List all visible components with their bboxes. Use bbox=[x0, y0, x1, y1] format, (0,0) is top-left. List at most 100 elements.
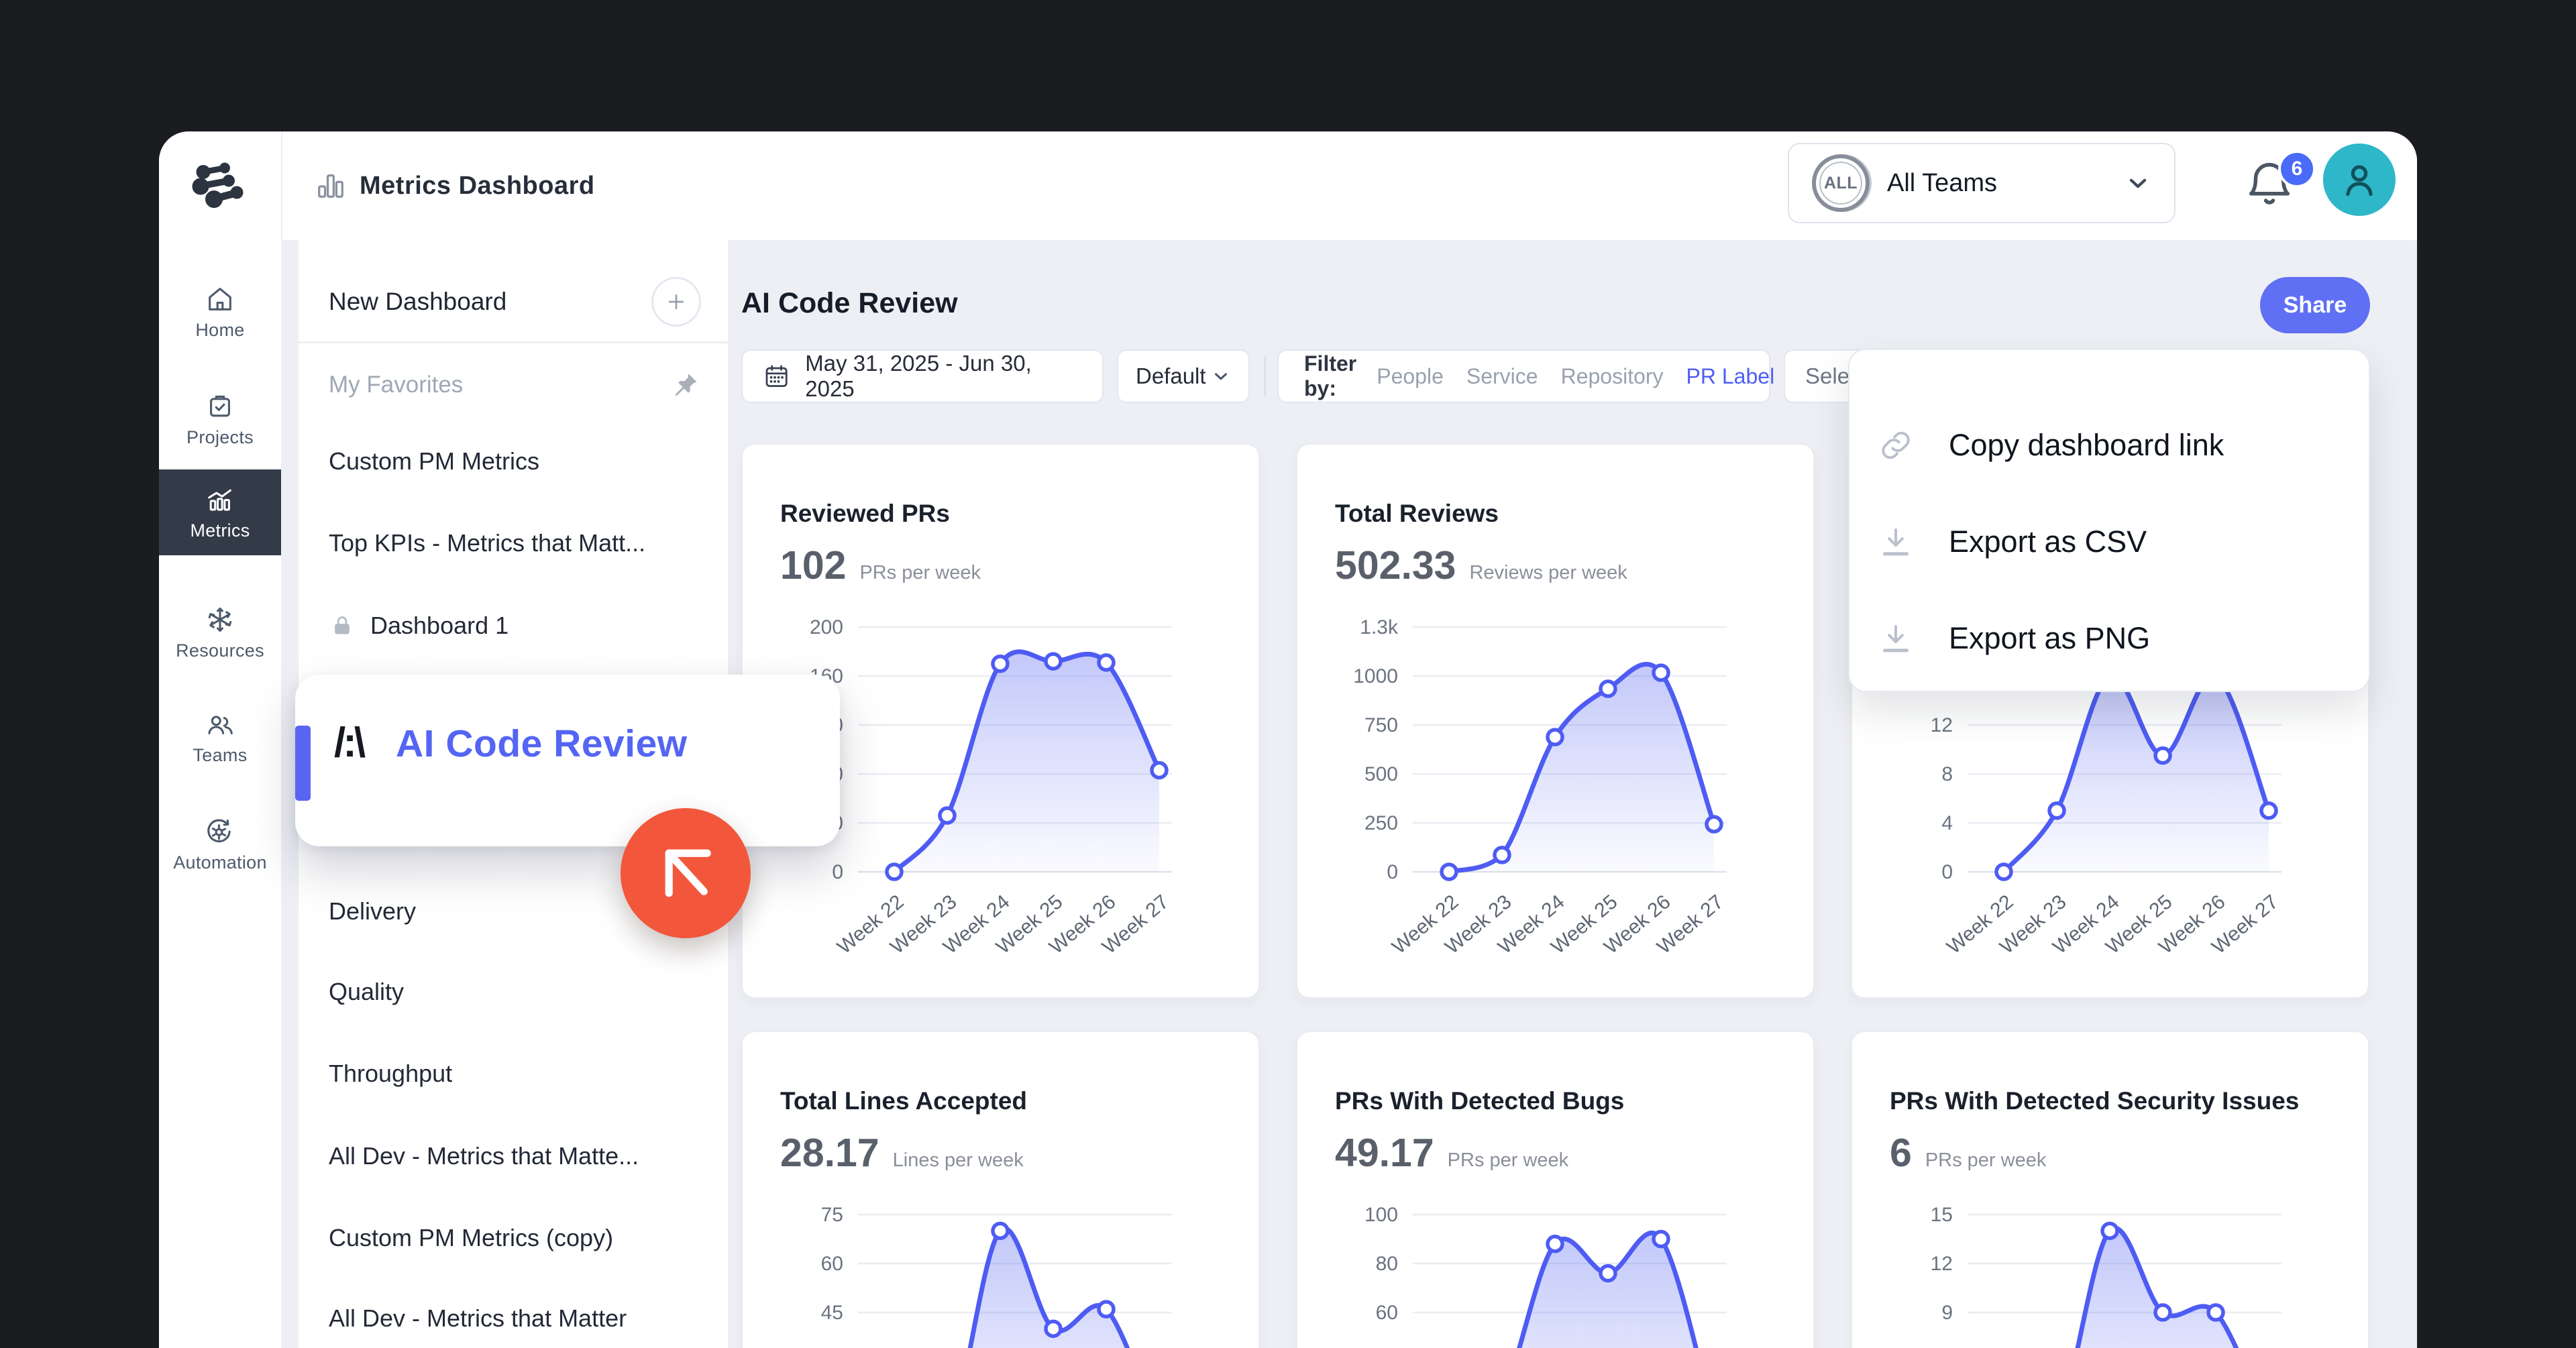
date-range-value: May 31, 2025 - Jun 30, 2025 bbox=[805, 351, 1082, 402]
app-title-group: Metrics Dashboard bbox=[315, 131, 595, 240]
dashboard-list-item-label: All Dev - Metrics that Matte... bbox=[329, 1142, 639, 1170]
svg-text:750: 750 bbox=[1364, 714, 1398, 736]
pin-icon[interactable] bbox=[672, 371, 700, 399]
sidebar-item-metrics[interactable]: Metrics bbox=[159, 469, 281, 555]
metric-card-title: Total Lines Accepted bbox=[780, 1087, 1027, 1115]
cursor-badge bbox=[621, 808, 751, 938]
svg-text:60: 60 bbox=[821, 1253, 843, 1275]
download-icon bbox=[1876, 619, 1915, 658]
svg-text:200: 200 bbox=[810, 616, 843, 638]
metric-stat-row: 102 PRs per week bbox=[780, 543, 981, 588]
menu-item-label: Copy dashboard link bbox=[1949, 428, 2224, 463]
metric-stat-unit: PRs per week bbox=[859, 562, 981, 584]
svg-text:12: 12 bbox=[1931, 1253, 1953, 1275]
dashboard-list-item-label: Top KPIs - Metrics that Matt... bbox=[329, 529, 645, 557]
app-logo-icon[interactable] bbox=[189, 154, 252, 217]
sidebar-item-label: Automation bbox=[173, 852, 267, 873]
primary-sidebar: Home Projects Metrics Resources Teams Automat… bbox=[159, 240, 281, 1348]
add-dashboard-button[interactable] bbox=[651, 277, 701, 327]
metric-stat-value: 6 bbox=[1890, 1130, 1912, 1176]
dashboard-list-item[interactable]: Top KPIs - Metrics that Matt... bbox=[299, 510, 728, 577]
metric-card: PRs With Detected Security Issues 6PRs pe… bbox=[1851, 1031, 2369, 1348]
share-button[interactable]: Share bbox=[2260, 277, 2370, 333]
filter-option-repository[interactable]: Repository bbox=[1561, 364, 1664, 389]
favorites-header-row: My Favorites bbox=[299, 364, 728, 406]
metric-stat-value: 28.17 bbox=[780, 1130, 879, 1176]
svg-text:0: 0 bbox=[1941, 861, 1953, 883]
metric-stat-value: 102 bbox=[780, 543, 846, 588]
filter-bar: Filter by: PeopleServiceRepositoryPR Lab… bbox=[1277, 349, 1770, 403]
projects-icon bbox=[205, 391, 235, 422]
metric-card-title: PRs With Detected Security Issues bbox=[1890, 1087, 2299, 1115]
sidebar-item-automation[interactable]: Automation bbox=[159, 798, 281, 891]
metric-card: Total Lines Accepted28.17Lines per week7… bbox=[741, 1031, 1260, 1348]
metric-stat-value: 502.33 bbox=[1335, 543, 1456, 588]
ai-logo-glyph: /:\ bbox=[334, 719, 363, 767]
bar-chart-icon bbox=[315, 170, 346, 201]
filter-option-people[interactable]: People bbox=[1377, 364, 1444, 389]
svg-text:60: 60 bbox=[1376, 1302, 1398, 1324]
view-dropdown-value: Default bbox=[1136, 363, 1206, 389]
team-selector[interactable]: ALL All Teams bbox=[1788, 143, 2176, 223]
sidebar-item-resources[interactable]: Resources bbox=[159, 586, 281, 679]
new-dashboard-label: New Dashboard bbox=[329, 288, 651, 316]
area-chart: 1.3k10007505002500Week 22Week 23Week 24W… bbox=[1297, 612, 1816, 1000]
metric-stat-row: 502.33Reviews per week bbox=[1335, 543, 1627, 588]
download-icon bbox=[1876, 522, 1915, 561]
all-teams-coin-icon: ALL bbox=[1812, 154, 1870, 212]
svg-text:1000: 1000 bbox=[1353, 665, 1398, 687]
notifications-button[interactable]: 6 bbox=[2242, 156, 2304, 217]
metric-stat-value: 49.17 bbox=[1335, 1130, 1434, 1176]
svg-text:0: 0 bbox=[1387, 861, 1398, 883]
sidebar-item-teams[interactable]: Teams bbox=[159, 691, 281, 783]
calendar-icon bbox=[763, 362, 790, 390]
menu-item-export-as-csv[interactable]: Export as CSV bbox=[1849, 498, 2371, 585]
teams-icon bbox=[205, 709, 235, 740]
dashboard-list-item[interactable]: All Dev - Metrics that Matte... bbox=[299, 1123, 728, 1190]
sidebar-item-label: Projects bbox=[186, 427, 254, 448]
panel-divider bbox=[299, 341, 728, 343]
dashboard-list-item-label: Delivery bbox=[329, 897, 416, 925]
notification-badge: 6 bbox=[2278, 150, 2316, 188]
sidebar-item-projects[interactable]: Projects bbox=[159, 373, 281, 465]
svg-text:1.3k: 1.3k bbox=[1360, 616, 1399, 638]
svg-text:15: 15 bbox=[1931, 1204, 1953, 1226]
dashboard-list-item[interactable]: Dashboard 1 bbox=[299, 592, 728, 659]
dashboard-list-item[interactable]: Throughput bbox=[299, 1040, 728, 1107]
dashboard-list-item[interactable]: Quality bbox=[299, 958, 728, 1025]
svg-text:9: 9 bbox=[1941, 1302, 1953, 1324]
sidebar-item-label: Teams bbox=[193, 745, 247, 766]
dashboard-list-item[interactable]: Custom PM Metrics (copy) bbox=[299, 1204, 728, 1272]
svg-text:12: 12 bbox=[1931, 714, 1953, 736]
dashboard-list-item-label: Throughput bbox=[329, 1060, 452, 1088]
filter-option-service[interactable]: Service bbox=[1466, 364, 1538, 389]
menu-item-export-as-png[interactable]: Export as PNG bbox=[1849, 595, 2371, 682]
svg-text:80: 80 bbox=[1376, 1253, 1398, 1275]
metric-card-title: Total Reviews bbox=[1335, 500, 1499, 528]
dashboard-list-item-label: All Dev - Metrics that Matter bbox=[329, 1304, 627, 1333]
view-dropdown[interactable]: Default bbox=[1117, 349, 1250, 403]
menu-item-copy-dashboard-link[interactable]: Copy dashboard link bbox=[1849, 402, 2371, 489]
dashboard-list-item-label: Custom PM Metrics (copy) bbox=[329, 1224, 613, 1252]
share-menu: Copy dashboard link Export as CSV Export a… bbox=[1848, 349, 2370, 692]
callout-accent-bar bbox=[295, 726, 311, 801]
area-chart: 75604530150Week 22Week 23Week 24Week 25W… bbox=[743, 1200, 1261, 1348]
filter-option-pr-label[interactable]: PR Label bbox=[1686, 364, 1775, 389]
date-range-picker[interactable]: May 31, 2025 - Jun 30, 2025 bbox=[741, 349, 1104, 403]
dashboard-name-callout: /:\ AI Code Review bbox=[295, 675, 840, 846]
metrics-icon bbox=[205, 484, 235, 515]
resources-icon bbox=[205, 604, 235, 635]
person-icon bbox=[2337, 158, 2381, 202]
dashboard-list-item[interactable]: All Dev - Metrics that Matter bbox=[299, 1285, 728, 1348]
user-avatar[interactable] bbox=[2323, 144, 2396, 216]
svg-text:45: 45 bbox=[821, 1302, 843, 1324]
link-icon bbox=[1876, 426, 1915, 465]
new-dashboard-row[interactable]: New Dashboard bbox=[299, 260, 728, 343]
dashboard-list-item[interactable]: Custom PM Metrics bbox=[299, 428, 728, 495]
plus-icon bbox=[664, 290, 688, 314]
sidebar-item-home[interactable]: Home bbox=[159, 266, 281, 358]
metric-stat-row: 6PRs per week bbox=[1890, 1130, 2046, 1176]
arrow-up-left-icon bbox=[644, 832, 727, 915]
metric-stat-unit: PRs per week bbox=[1448, 1149, 1569, 1172]
topbar: Metrics Dashboard ALL All Teams 6 bbox=[159, 131, 2417, 240]
